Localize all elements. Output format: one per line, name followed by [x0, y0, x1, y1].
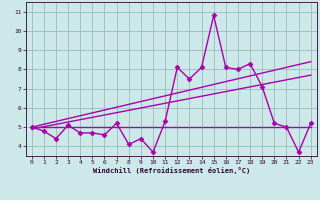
X-axis label: Windchill (Refroidissement éolien,°C): Windchill (Refroidissement éolien,°C): [92, 167, 250, 174]
